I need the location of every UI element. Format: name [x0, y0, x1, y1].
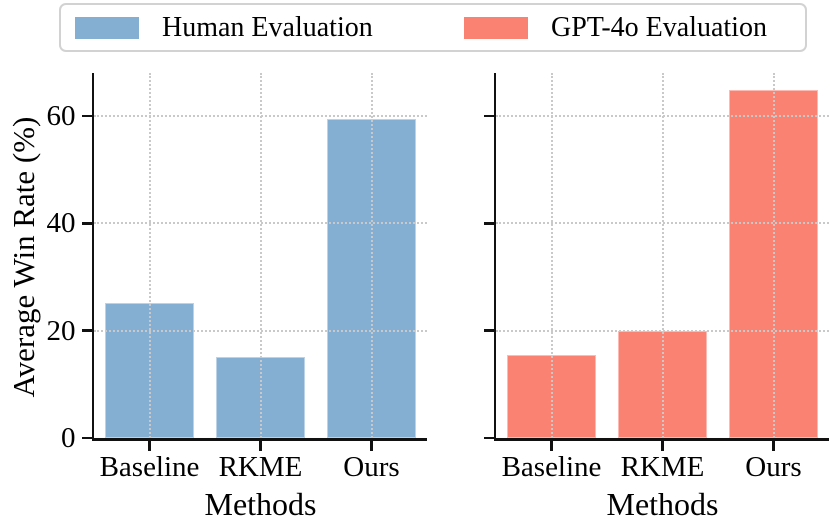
x-axis-label: Methods — [204, 486, 317, 522]
x-tick-mark — [661, 440, 664, 451]
legend-item-gpt4o-evaluation: GPT-4o Evaluation — [464, 5, 767, 50]
y-tick-mark — [483, 329, 494, 332]
x-axis-spine — [91, 438, 427, 441]
legend-label-gpt4o-evaluation: GPT-4o Evaluation — [551, 11, 767, 43]
x-tick-mark — [148, 440, 151, 451]
y-tick-mark — [483, 222, 494, 225]
y-axis-spine — [91, 73, 94, 441]
vertical-gridline — [661, 73, 664, 438]
x-tick-mark — [259, 440, 262, 451]
x-tick-label-ours: Ours — [745, 451, 802, 483]
vertical-gridline — [148, 73, 151, 438]
x-tick-mark — [370, 440, 373, 451]
y-tick-label: 60 — [46, 99, 76, 132]
x-tick-mark — [772, 440, 775, 451]
vertical-gridline — [550, 73, 553, 438]
horizontal-gridline — [94, 329, 427, 332]
x-tick-mark — [550, 440, 553, 451]
y-axis-spine — [493, 73, 496, 441]
x-tick-label-ours: Ours — [343, 451, 400, 483]
x-tick-label-baseline: Baseline — [501, 451, 602, 483]
horizontal-gridline — [94, 114, 427, 117]
y-axis-label: Average Win Rate (%) — [6, 116, 41, 398]
legend: Human Evaluation GPT-4o Evaluation — [59, 3, 807, 52]
y-tick-mark — [81, 114, 92, 118]
horizontal-gridline — [496, 222, 829, 225]
y-tick-mark — [483, 114, 494, 118]
right-chart-panel: Baseline RKME Ours Methods — [483, 73, 829, 521]
legend-item-human-evaluation: Human Evaluation — [75, 5, 373, 50]
horizontal-gridline — [94, 222, 427, 225]
horizontal-gridline — [496, 329, 829, 332]
y-tick-mark — [483, 436, 494, 440]
x-tick-label-rkme: RKME — [620, 451, 705, 483]
x-axis-label: Methods — [606, 486, 719, 522]
vertical-gridline — [772, 73, 775, 438]
y-tick-label: 0 — [61, 422, 76, 454]
x-tick-label-rkme: RKME — [218, 451, 303, 483]
x-tick-label-baseline: Baseline — [99, 451, 200, 483]
y-tick-label: 20 — [46, 314, 76, 347]
y-tick-mark — [81, 222, 92, 225]
legend-swatch-gpt4o-evaluation — [464, 16, 528, 39]
vertical-gridline — [259, 73, 262, 438]
x-axis-spine — [493, 438, 829, 441]
y-tick-mark — [81, 436, 92, 440]
y-tick-mark — [81, 329, 92, 332]
y-tick-label: 40 — [46, 207, 76, 240]
vertical-gridline — [370, 73, 373, 438]
left-chart-panel: 0 20 40 60 Baseline RKME Ours Methods — [47, 73, 427, 521]
legend-label-human-evaluation: Human Evaluation — [162, 11, 373, 43]
horizontal-gridline — [496, 114, 829, 117]
legend-swatch-human-evaluation — [75, 16, 139, 39]
